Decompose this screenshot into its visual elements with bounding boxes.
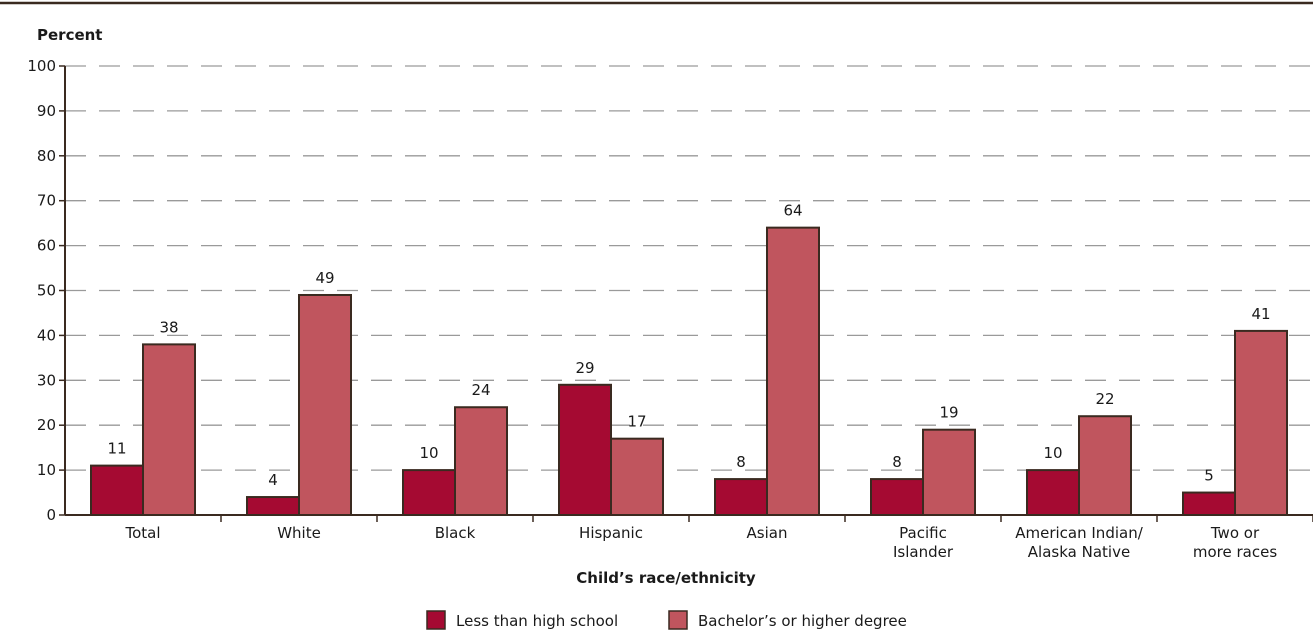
bar-bachelors-or-higher [1078,415,1132,516]
bar-bachelors-or-higher [922,428,976,516]
data-label: 64 [783,202,802,220]
y-tick-label: 90 [37,102,56,120]
bar-less-than-high-school [1182,491,1236,516]
y-axis-title: Percent [37,26,102,44]
bar-less-than-high-school [558,383,612,517]
x-category-label: Pacific [899,524,947,542]
bar-bachelors-or-higher [298,293,352,516]
x-category-label: Two or [1210,524,1260,542]
data-label: 49 [315,269,334,287]
y-tick-label: 70 [37,192,56,210]
y-tick-label: 30 [37,371,56,389]
data-label: 5 [1204,467,1214,485]
data-label: 8 [736,453,746,471]
data-label: 4 [268,471,278,489]
x-category-label: Black [435,524,476,542]
data-label: 22 [1095,390,1114,408]
x-axis-title: Child’s race/ethnicity [576,569,756,587]
y-tick-label: 10 [37,461,56,479]
x-category-label: White [277,524,321,542]
x-category-label: Asian [747,524,788,542]
bar-bachelors-or-higher [610,437,664,517]
x-category-label: Alaska Native [1028,543,1130,561]
legend-swatch [668,610,688,630]
legend-swatch [426,610,446,630]
y-tick-label: 20 [37,416,56,434]
data-label: 24 [471,381,490,399]
legend: Less than high school Bachelor’s or highe… [426,610,907,630]
data-label: 19 [939,404,958,422]
bar-less-than-high-school [402,469,456,517]
y-tick-label: 100 [27,57,56,75]
data-label: 10 [1043,444,1062,462]
legend-label: Bachelor’s or higher degree [698,612,907,630]
data-label: 11 [107,440,126,458]
x-category-label: Hispanic [579,524,643,542]
y-tick-label: 40 [37,326,56,344]
data-label: 10 [419,444,438,462]
x-category-label: Islander [893,543,954,561]
x-axis-categories: Total White Black Hispanic Asian PacificIslan… [124,515,1313,561]
x-category-label: American Indian/ [1015,524,1143,542]
data-label: 41 [1251,305,1270,323]
data-label: 17 [627,413,646,431]
y-tick-label: 0 [46,506,56,524]
bar-less-than-high-school [1026,469,1080,517]
data-label: 8 [892,453,902,471]
bar-bachelors-or-higher [142,343,196,516]
bar-less-than-high-school [246,496,300,517]
bar-bachelors-or-higher [454,406,508,516]
y-tick-label: 80 [37,147,56,165]
x-category-label: Total [124,524,160,542]
x-category-label: more races [1193,543,1277,561]
bar-less-than-high-school [714,478,768,516]
bars: 11 38 4 49 10 24 29 17 8 64 8 19 10 22 5 41 [90,202,1288,517]
bar-less-than-high-school [870,478,924,516]
y-axis-ticks: 0 10 20 30 40 50 60 70 80 90 100 [27,57,65,524]
bar-bachelors-or-higher [1234,329,1288,516]
bar-bachelors-or-higher [766,226,820,516]
y-tick-label: 60 [37,237,56,255]
data-label: 29 [575,359,594,377]
data-label: 38 [159,318,178,336]
bar-less-than-high-school [90,464,144,516]
legend-label: Less than high school [456,612,618,630]
y-tick-label: 50 [37,282,56,300]
gridlines [65,65,1313,471]
